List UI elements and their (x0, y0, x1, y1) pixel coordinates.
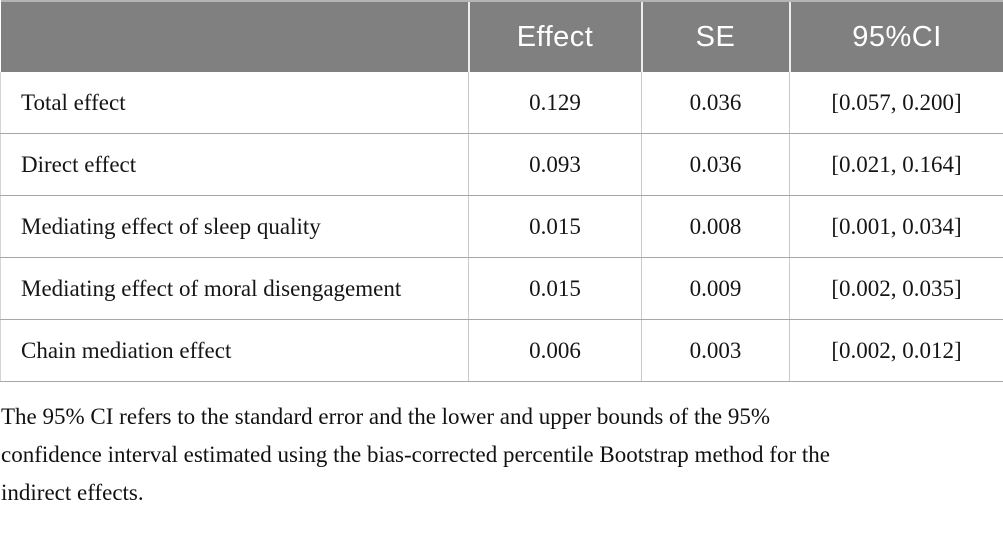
footnote-line: The 95% CI refers to the standard error … (1, 404, 770, 429)
table-row: Total effect 0.129 0.036 [0.057, 0.200] (0, 72, 1003, 134)
se-value: 0.009 (641, 257, 790, 320)
col-header-ci: 95%CI (788, 0, 1003, 72)
se-value: 0.003 (641, 319, 790, 382)
header-row: Effect SE 95%CI (0, 0, 1003, 72)
row-label: Mediating effect of moral disengagement (0, 257, 469, 320)
se-value: 0.036 (641, 72, 790, 134)
row-label: Total effect (0, 72, 469, 134)
ci-value: [0.001, 0.034] (789, 195, 1003, 258)
footnote-line: indirect effects. (1, 480, 144, 505)
table-row: Chain mediation effect 0.006 0.003 [0.00… (0, 319, 1003, 382)
se-value: 0.036 (641, 133, 790, 196)
effect-value: 0.015 (468, 257, 642, 320)
row-label: Chain mediation effect (0, 319, 469, 382)
ci-value: [0.057, 0.200] (789, 72, 1003, 134)
row-label: Mediating effect of sleep quality (0, 195, 469, 258)
table-row: Mediating effect of moral disengagement … (0, 257, 1003, 320)
ci-value: [0.021, 0.164] (789, 133, 1003, 196)
table-footnote: The 95% CI refers to the standard error … (1, 398, 991, 512)
col-header-effect: Effect (467, 0, 642, 72)
effect-value: 0.015 (468, 195, 642, 258)
effect-value: 0.093 (468, 133, 642, 196)
row-label: Direct effect (0, 133, 469, 196)
table-row: Direct effect 0.093 0.036 [0.021, 0.164] (0, 133, 1003, 196)
ci-value: [0.002, 0.035] (789, 257, 1003, 320)
effect-value: 0.129 (468, 72, 642, 134)
footnote-line: confidence interval estimated using the … (1, 442, 830, 467)
table-header: Effect SE 95%CI (0, 0, 1003, 72)
table-body: Total effect 0.129 0.036 [0.057, 0.200] … (0, 72, 1003, 382)
ci-value: [0.002, 0.012] (789, 319, 1003, 382)
table-row: Mediating effect of sleep quality 0.015 … (0, 195, 1003, 258)
se-value: 0.008 (641, 195, 790, 258)
effect-value: 0.006 (468, 319, 642, 382)
mediation-effects-table: Effect SE 95%CI Total effect 0.129 0.036… (0, 0, 1003, 382)
col-header-se: SE (640, 0, 790, 72)
col-header-label (0, 0, 469, 72)
